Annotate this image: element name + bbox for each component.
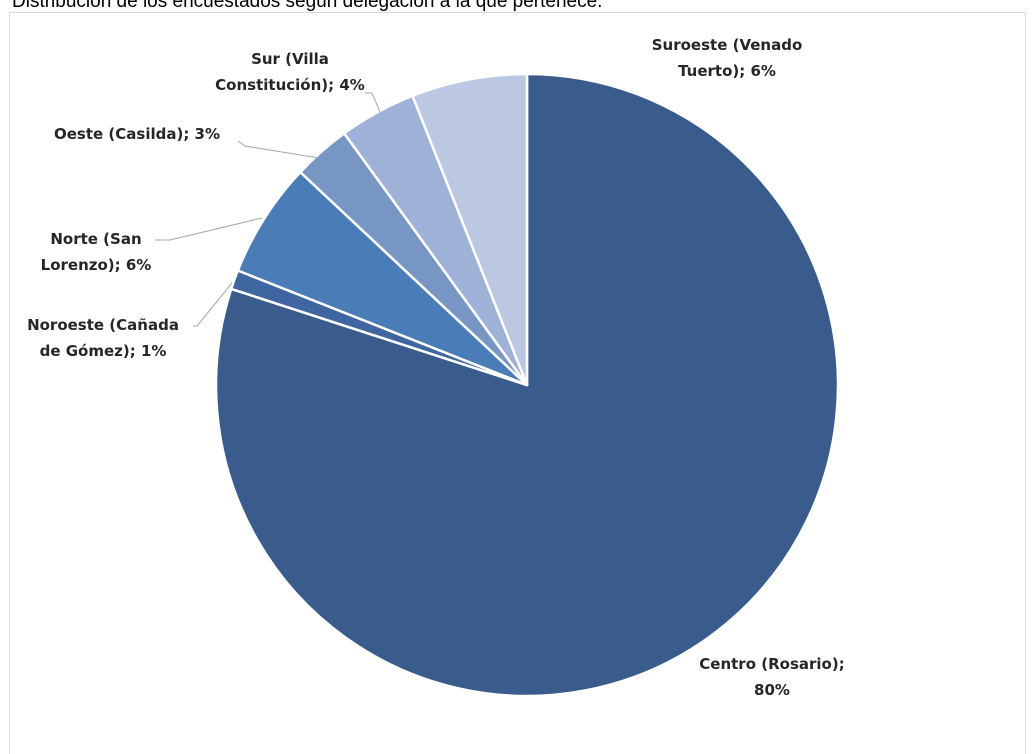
leader-line-oeste-casilda bbox=[237, 140, 320, 159]
data-label-centro-rosario: Centro (Rosario); 80% bbox=[699, 655, 844, 699]
data-label-norte-san-lorenzo: Norte (San Lorenzo); 6% bbox=[41, 230, 152, 274]
leader-line-norte-san-lorenzo bbox=[155, 217, 263, 241]
pie-slice-suroeste-venado-tuerto bbox=[411, 72, 529, 387]
data-label-noroeste-ca-ada-de-g-mez: Noroeste (Cañada de Gómez); 1% bbox=[27, 316, 179, 360]
data-label-suroeste-venado-tuerto: Suroeste (Venado Tuerto); 6% bbox=[652, 36, 803, 80]
chart-caption: Distribución de los encuestados según de… bbox=[12, 0, 603, 12]
pie-slices bbox=[214, 72, 840, 698]
data-label-sur-villa-constituci-n: Sur (Villa Constitución); 4% bbox=[215, 50, 365, 94]
leader-line-sur-villa-constituci-n bbox=[365, 92, 381, 113]
leader-line-noroeste-ca-ada-de-g-mez bbox=[193, 282, 233, 327]
chart-area bbox=[9, 12, 1026, 754]
data-label-oeste-casilda: Oeste (Casilda); 3% bbox=[54, 125, 220, 143]
